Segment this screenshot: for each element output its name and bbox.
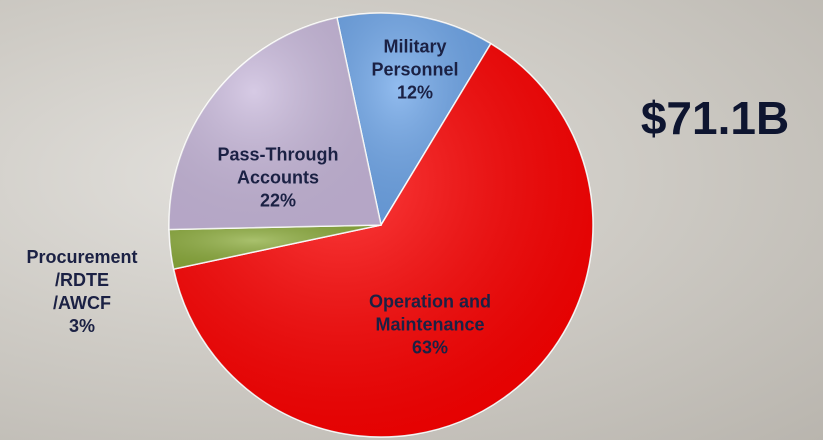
slice-label: Procurement /RDTE /AWCF 3% bbox=[26, 246, 137, 338]
slice-label: Military Personnel 12% bbox=[360, 36, 470, 105]
value-label: 3% bbox=[68, 316, 96, 336]
category-label: Procurement /RDTE /AWCF bbox=[26, 247, 138, 313]
chart-title: $71.1B bbox=[640, 92, 790, 144]
value-label: 12% bbox=[396, 82, 434, 103]
slice-label: Pass-Through Accounts 22% bbox=[203, 144, 353, 213]
category-label: Military Personnel bbox=[371, 36, 459, 80]
category-label: Operation and Maintenance bbox=[368, 291, 491, 335]
category-label: Pass-Through Accounts bbox=[217, 144, 339, 188]
slice-label: Operation and Maintenance 63% bbox=[350, 291, 510, 360]
value-label: 63% bbox=[411, 337, 449, 358]
value-label: 22% bbox=[259, 190, 297, 211]
